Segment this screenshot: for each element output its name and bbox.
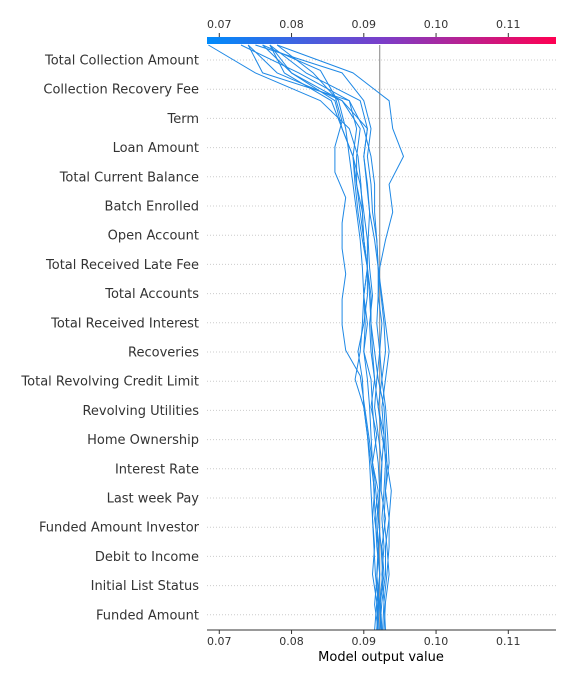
feature-label: Collection Recovery Fee — [43, 83, 199, 98]
top-tick-label: 0.10 — [424, 18, 449, 31]
decision-line-0 — [270, 45, 379, 630]
feature-gridlines — [207, 60, 556, 615]
feature-label: Total Received Interest — [50, 316, 199, 331]
feature-label: Last week Pay — [107, 492, 200, 507]
feature-label: Funded Amount Investor — [39, 521, 200, 536]
feature-labels: Total Collection Amount Collection Recove… — [20, 54, 199, 624]
decision-lines — [208, 45, 403, 630]
feature-label: Recoveries — [128, 346, 199, 361]
top-tick-label: 0.08 — [279, 18, 304, 31]
top-tick-label: 0.11 — [496, 18, 521, 31]
feature-label: Total Revolving Credit Limit — [20, 375, 199, 390]
bottom-tick-label: 0.07 — [207, 635, 232, 648]
feature-label: Loan Amount — [113, 141, 199, 156]
top-tick-label: 0.07 — [207, 18, 232, 31]
feature-label: Total Accounts — [104, 287, 199, 302]
decision-line-10 — [255, 45, 389, 630]
bottom-tick-label: 0.11 — [496, 635, 521, 648]
decision-line-3 — [208, 45, 389, 630]
feature-label: Batch Enrolled — [105, 200, 199, 215]
top-tick-label: 0.09 — [352, 18, 377, 31]
decision-line-11 — [277, 45, 380, 630]
decision-line-5 — [248, 45, 377, 630]
feature-label: Total Received Late Fee — [45, 258, 199, 273]
colorbar — [207, 37, 556, 44]
bottom-tick-label: 0.08 — [279, 635, 304, 648]
bottom-tick-label: 0.09 — [352, 635, 377, 648]
feature-label: Total Collection Amount — [44, 54, 199, 69]
x-axis-label: Model output value — [318, 650, 444, 665]
feature-label: Funded Amount — [96, 608, 199, 623]
feature-label: Initial List Status — [91, 579, 200, 594]
feature-label: Open Account — [108, 229, 199, 244]
feature-label: Interest Rate — [115, 462, 199, 477]
feature-label: Total Current Balance — [59, 170, 199, 185]
feature-label: Revolving Utilities — [82, 404, 199, 419]
decision-line-8 — [248, 45, 378, 630]
decision-line-7 — [263, 45, 380, 630]
feature-label: Term — [166, 112, 199, 127]
feature-label: Debit to Income — [95, 550, 199, 565]
bottom-axis: 0.07 0.08 0.09 0.10 0.11 — [207, 630, 556, 648]
feature-label: Home Ownership — [87, 433, 199, 448]
top-axis: 0.07 0.08 0.09 0.10 0.11 — [207, 18, 521, 37]
decision-line-2 — [263, 45, 380, 630]
bottom-tick-label: 0.10 — [424, 635, 449, 648]
decision-line-1 — [241, 45, 386, 630]
